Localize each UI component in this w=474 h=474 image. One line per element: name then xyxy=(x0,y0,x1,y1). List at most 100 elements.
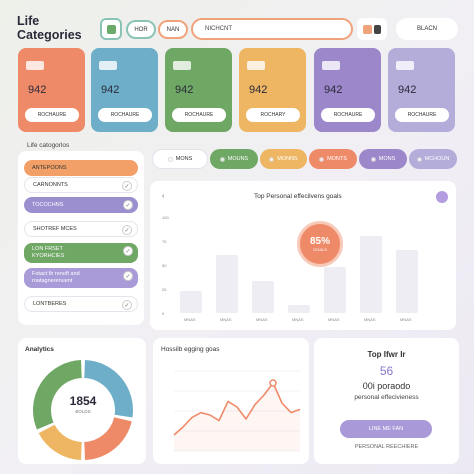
check-icon[interactable]: ✓ xyxy=(123,200,133,210)
card-pill[interactable]: ROCHAURE xyxy=(172,108,226,122)
category-card[interactable]: 942 ROCHAURE xyxy=(91,48,158,132)
x-tick-label: MNAS xyxy=(292,317,304,322)
tab-label: MONS xyxy=(175,156,193,162)
x-tick-label: MNAS xyxy=(220,317,232,322)
card-pill[interactable]: ROCHARY xyxy=(246,108,300,122)
filter-tab[interactable]: MONS xyxy=(359,149,407,169)
card-icon xyxy=(99,61,117,70)
settings-icon[interactable] xyxy=(436,191,448,203)
donut-slice xyxy=(83,360,133,418)
card-value: 942 xyxy=(249,84,268,96)
data-point xyxy=(269,379,277,387)
sidebar-item-label: Fotact fir renoft and xyxy=(32,271,80,277)
card-value: 942 xyxy=(175,84,194,96)
sidebar-item[interactable]: CARNONNTS ✓ xyxy=(24,177,138,193)
category-card[interactable]: 942 ROCHAURE xyxy=(388,48,455,132)
donut-slice xyxy=(83,416,132,460)
y-tick-label: 0 xyxy=(162,311,165,316)
sidebar-item[interactable]: SHOTREF MCES ✓ xyxy=(24,221,138,237)
card-icon xyxy=(396,61,414,70)
x-tick-label: MNAS xyxy=(364,317,376,322)
x-tick-label: MNAS xyxy=(184,317,196,322)
sidebar-item-label: SHOTREF MCES xyxy=(33,225,77,232)
x-tick-label: MNAS xyxy=(256,317,268,322)
tools-icon[interactable] xyxy=(357,18,387,40)
card-pill[interactable]: ROCHAURE xyxy=(98,108,152,122)
chart-bar xyxy=(324,266,346,313)
brand-button[interactable]: BLACN xyxy=(396,18,458,40)
summary-footer: PERSONAL REECHIERE xyxy=(354,444,419,450)
donut-slice xyxy=(33,360,83,430)
card-pill[interactable]: ROCHAURE xyxy=(25,108,79,122)
filter-tab[interactable]: MONS xyxy=(152,149,208,169)
filter-tab[interactable]: MOUNS xyxy=(210,149,258,169)
tab-dot-icon xyxy=(269,156,275,162)
nav-button-hor[interactable]: HOR xyxy=(126,20,156,39)
x-tick-label: MNAS xyxy=(400,317,412,322)
sidebar-item[interactable]: TOCOCHNS ✓ xyxy=(24,197,138,213)
goal-badge: 85% GOALS xyxy=(297,221,343,267)
card-value: 942 xyxy=(324,84,343,96)
search-input[interactable]: NICHCNT xyxy=(191,18,353,40)
category-card[interactable]: 942 ROCHARY xyxy=(239,48,306,132)
analytics-panel: Analytics 1854 BOLDS xyxy=(18,338,146,464)
category-card[interactable]: 942 ROCHAURE xyxy=(18,48,85,132)
analytics-center-value: 1854 xyxy=(69,394,97,408)
filter-tab[interactable]: MCHOUN xyxy=(409,149,457,169)
card-icon xyxy=(173,61,191,70)
sidebar-item-label: TOCOCHNS xyxy=(32,201,64,208)
y-tick-label: 100 xyxy=(162,215,169,220)
nav-button-nan[interactable]: NAN xyxy=(158,20,188,39)
sidebar-item-sublabel: KYORHCIES xyxy=(32,253,65,259)
card-icon xyxy=(247,61,265,70)
sidebar-item-sublabel: roatagnerenuent xyxy=(32,278,73,284)
summary-panel: Top Ifwr Ir 56 00i poraodo personal effe… xyxy=(314,338,459,464)
filter-tab[interactable]: MONTS xyxy=(309,149,357,169)
analytics-center-sub: BOLDS xyxy=(75,409,91,414)
line-me-button[interactable]: LINE ME FAN xyxy=(340,420,432,438)
tab-label: MONTS xyxy=(327,156,347,162)
analytics-title: Analytics xyxy=(25,346,54,353)
chart-bar xyxy=(288,305,310,313)
page-title: Life Categories xyxy=(17,14,82,42)
sidebar-item[interactable]: LONTBERES ✓ xyxy=(24,296,138,312)
category-card[interactable]: 942 ROCHAURE xyxy=(314,48,381,132)
sidebar-item-label: LONTBERES xyxy=(33,300,67,307)
summary-sub1: 00i poraodo xyxy=(362,381,411,391)
line-area xyxy=(174,383,300,451)
summary-big: 56 xyxy=(379,364,394,378)
sidebar-item[interactable]: LON FRSET KYORHCIES ✓ xyxy=(24,243,138,263)
check-icon[interactable]: ✓ xyxy=(122,300,132,310)
check-icon[interactable]: ✓ xyxy=(122,181,132,191)
tab-label: MONNS xyxy=(277,156,298,162)
line-chart xyxy=(173,370,301,452)
tab-label: MOUNS xyxy=(227,156,249,162)
chart-bar xyxy=(360,236,382,313)
summary-sub2: personal effecivieness xyxy=(354,394,419,401)
check-icon[interactable]: ✓ xyxy=(122,225,132,235)
card-value: 942 xyxy=(398,84,417,96)
sidebar-item[interactable]: ANTEPOONS xyxy=(24,160,138,176)
card-pill[interactable]: ROCHAURE xyxy=(395,108,449,122)
summary-title: Top Ifwr Ir xyxy=(367,350,406,359)
main-chart-title: Top Personal effecilvens goals xyxy=(254,193,342,200)
filter-tab[interactable]: MONNS xyxy=(260,149,307,169)
check-icon[interactable]: ✓ xyxy=(123,271,133,281)
y-tick-label: 75 xyxy=(162,239,167,244)
card-icon xyxy=(26,61,44,70)
grid-icon[interactable] xyxy=(100,18,122,40)
line-chart-panel: Hossilb egging goas xyxy=(153,338,309,464)
donut-slice xyxy=(38,424,83,460)
main-chart-panel: ‹ Top Personal effecilvens goals MNAS MNA… xyxy=(150,181,456,330)
check-icon[interactable]: ✓ xyxy=(123,246,133,256)
y-tick-label: 50 xyxy=(162,263,167,268)
sidebar-item[interactable]: Fotact fir renoft and roatagnerenuent ✓ xyxy=(24,268,138,288)
y-tick-label: 25 xyxy=(162,287,167,292)
back-chevron-icon[interactable]: ‹ xyxy=(162,193,165,200)
category-card[interactable]: 942 ROCHAURE xyxy=(165,48,232,132)
card-value: 942 xyxy=(28,84,47,96)
line-chart-title: Hossilb egging goas xyxy=(161,346,220,353)
card-pill[interactable]: ROCHAURE xyxy=(321,108,375,122)
chart-bar xyxy=(216,255,238,313)
tab-dot-icon xyxy=(167,156,173,162)
